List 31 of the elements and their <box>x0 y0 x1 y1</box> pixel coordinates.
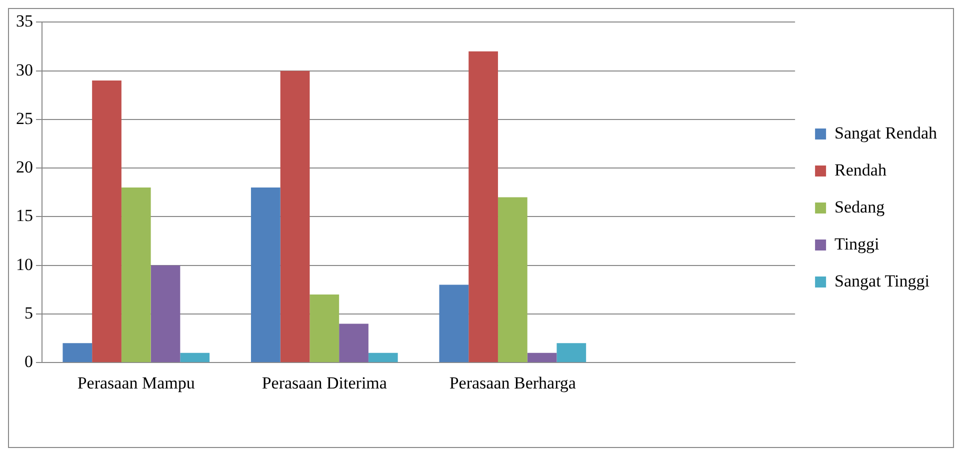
bar <box>310 294 340 362</box>
legend-label: Sangat Tinggi <box>834 271 930 290</box>
bar <box>439 284 469 362</box>
y-tick-label: 10 <box>16 254 33 274</box>
bar <box>121 188 151 362</box>
bar <box>498 197 528 362</box>
x-tick-label: Perasaan Diterima <box>262 373 388 392</box>
bar <box>368 352 398 362</box>
legend-label: Rendah <box>834 160 887 180</box>
bar <box>556 343 586 362</box>
bar <box>92 80 122 362</box>
bar <box>180 352 210 362</box>
y-tick-label: 0 <box>24 352 33 372</box>
bar <box>62 343 92 362</box>
legend-label: Sedang <box>834 197 886 216</box>
bar <box>527 352 557 362</box>
y-tick-label: 5 <box>24 303 33 322</box>
legend-label: Tinggi <box>834 234 880 254</box>
y-tick-label: 25 <box>16 108 33 128</box>
y-tick-label: 35 <box>16 12 33 31</box>
bar <box>339 324 368 362</box>
y-tick-label: 30 <box>16 60 33 80</box>
bar <box>280 70 310 362</box>
legend-label: Sangat Rendah <box>834 123 938 142</box>
y-tick-label: 20 <box>16 158 33 177</box>
bar <box>150 265 180 362</box>
x-tick-label: Perasaan Berharga <box>449 373 576 392</box>
y-tick-label: 15 <box>16 206 33 226</box>
x-tick-label: Perasaan Mampu <box>77 373 196 392</box>
bar <box>250 188 280 362</box>
bar <box>468 51 498 362</box>
